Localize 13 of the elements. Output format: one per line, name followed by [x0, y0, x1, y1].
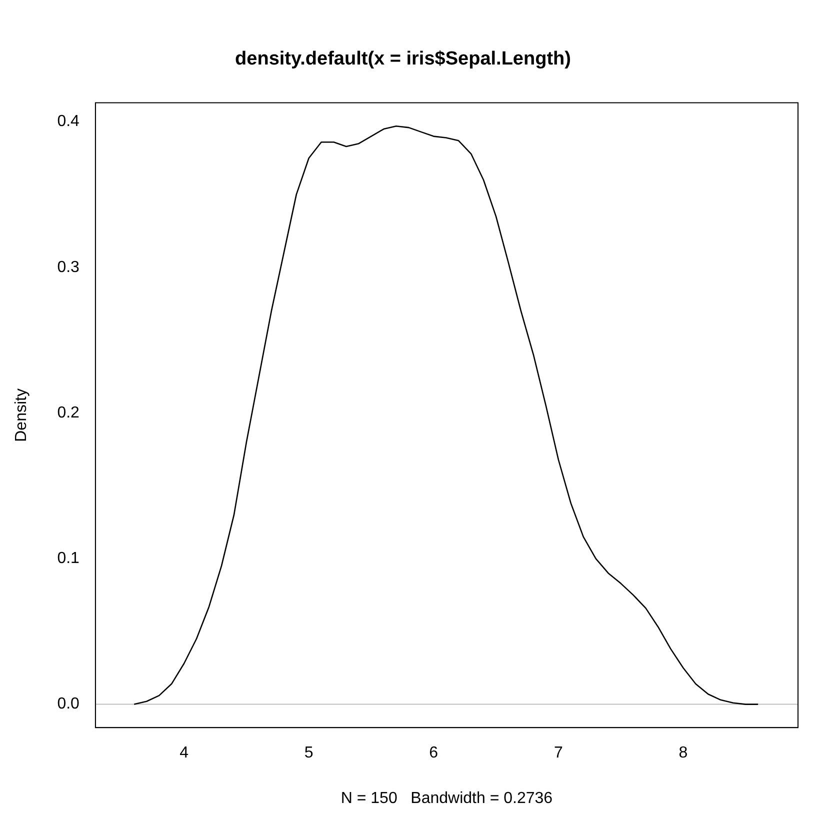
x-tick-label: 7: [554, 744, 563, 762]
x-tick-label: 8: [678, 744, 688, 762]
x-axis-title: N = 150 Bandwidth = 0.2736: [340, 790, 553, 807]
x-tick-label: 6: [429, 744, 438, 762]
y-tick-label: 0.4: [57, 113, 80, 130]
x-tick-label: 5: [304, 744, 314, 762]
y-tick-label: 0.0: [57, 696, 80, 713]
y-tick-label: 0.3: [57, 258, 80, 276]
chart-title: density.default(x = iris$Sepal.Length): [235, 48, 571, 70]
y-tick-label: 0.2: [57, 404, 80, 422]
y-axis-title: Density: [13, 388, 30, 442]
y-tick-label: 0.1: [57, 550, 80, 568]
x-tick-label: 4: [180, 744, 189, 762]
